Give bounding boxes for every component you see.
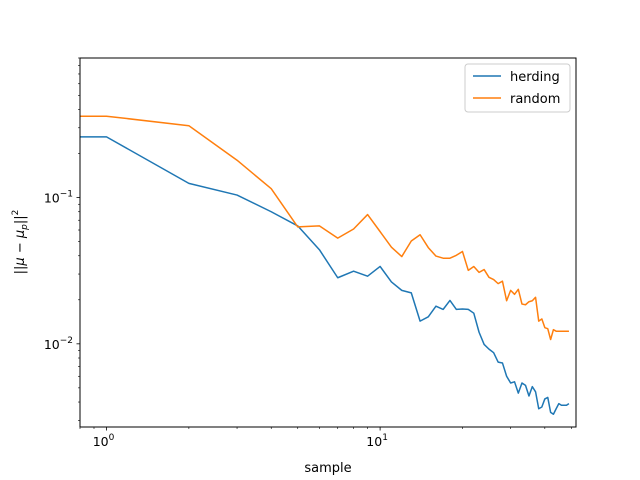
y-tick-label: 10−1: [44, 190, 73, 206]
y-axis-label: ||μ − μp||2: [11, 210, 30, 275]
plot-frame: [79, 57, 577, 428]
series-line-random: [80, 115, 569, 341]
legend-label-random: random: [510, 92, 560, 107]
y-tick-label: 10−2: [44, 336, 73, 352]
plot-lines: [80, 115, 570, 415]
legend-label-herding: herding: [510, 70, 560, 85]
y-axis-ticks: 10−2 10−1: [44, 57, 80, 421]
legend: herding random: [464, 63, 571, 113]
series-line-herding: [80, 136, 570, 415]
x-axis-label: sample: [304, 461, 351, 476]
x-axis-ticks: 100 101: [79, 427, 572, 449]
